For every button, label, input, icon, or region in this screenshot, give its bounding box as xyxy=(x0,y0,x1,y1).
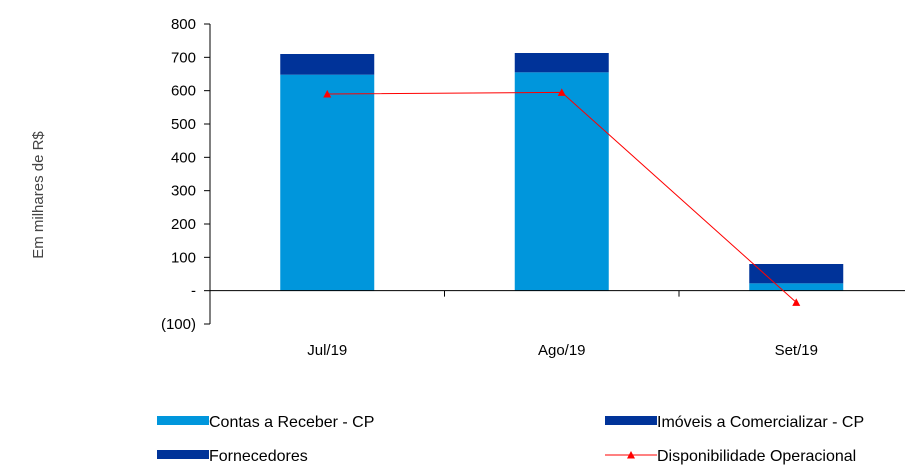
legend-marker xyxy=(627,451,635,459)
legend-label: Contas a Receber - CP xyxy=(209,414,374,431)
x-tick-label: Set/19 xyxy=(775,342,818,359)
legend-label: Fornecedores xyxy=(209,448,308,465)
line-point xyxy=(323,90,332,98)
legend-swatch xyxy=(605,416,657,425)
y-tick-label: - xyxy=(191,283,196,300)
bar-segment xyxy=(280,54,375,75)
y-tick-label: (100) xyxy=(161,316,196,333)
bar-segment xyxy=(514,53,609,73)
y-tick-label: 600 xyxy=(171,83,196,100)
legend-label: Imóveis a Comercializar - CP xyxy=(657,414,864,431)
y-tick-label: 400 xyxy=(171,149,196,166)
legend-label: Disponibilidade Operacional xyxy=(657,448,856,465)
bar-segment xyxy=(749,283,844,291)
y-tick-label: 500 xyxy=(171,116,196,133)
y-tick-label: 300 xyxy=(171,183,196,200)
plot-area: 800 700 600 500 400 300 200 100 - (100) Jul/19 Ago/… xyxy=(161,16,905,359)
x-tick-label: Jul/19 xyxy=(307,342,347,359)
bar-segment xyxy=(749,264,844,284)
line-point xyxy=(792,298,801,306)
bar-segment xyxy=(280,74,375,291)
y-tick-label: 100 xyxy=(171,249,196,266)
x-tick-label: Ago/19 xyxy=(538,342,586,359)
y-tick-label: 700 xyxy=(171,49,196,66)
line-point xyxy=(557,88,566,96)
y-tick-label: 800 xyxy=(171,16,196,33)
legend-swatch xyxy=(157,416,209,425)
legend-swatch xyxy=(157,450,209,459)
y-tick-label: 200 xyxy=(171,216,196,233)
bar-segment xyxy=(514,72,609,291)
y-axis-title: Em milhares de R$ xyxy=(30,131,47,259)
legend: Contas a Receber - CP Imóveis a Comercial… xyxy=(157,414,864,465)
